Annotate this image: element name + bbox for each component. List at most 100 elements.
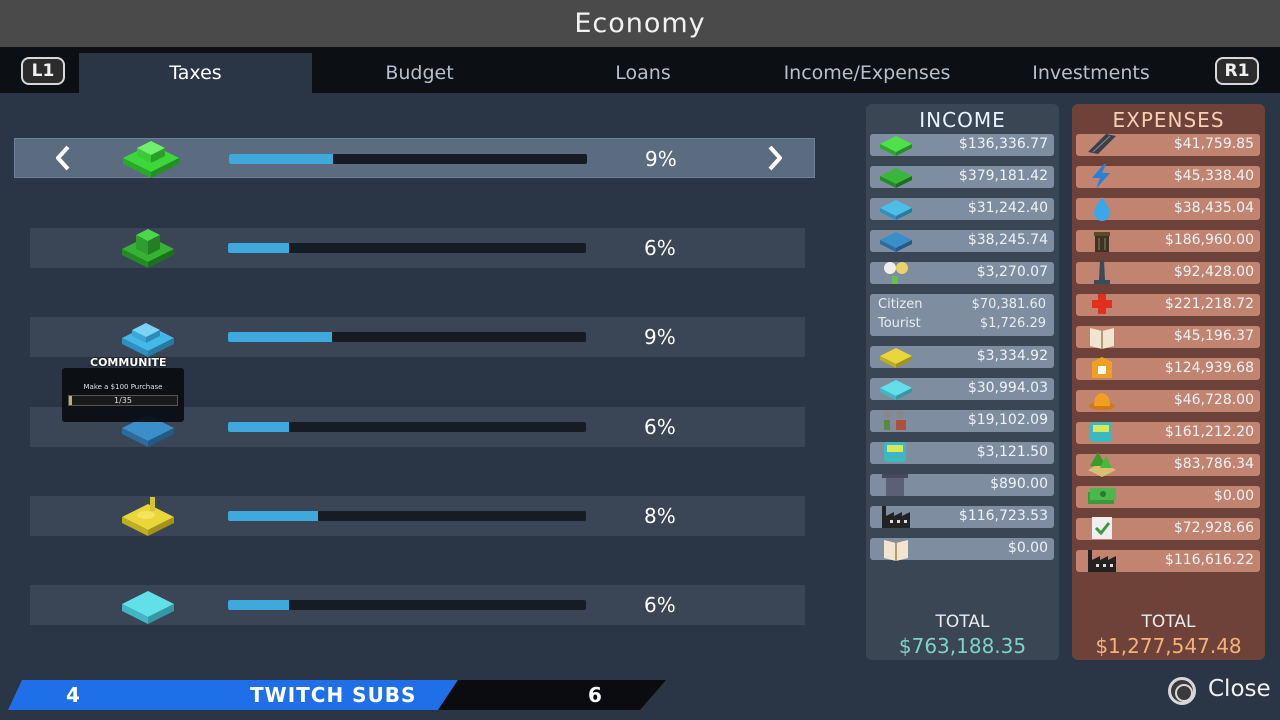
tax-fill [228, 600, 289, 610]
income-line: $116,723.53 [870, 506, 1054, 528]
tab-income-expenses[interactable]: Income/Expenses [783, 62, 951, 84]
tab-loans[interactable]: Loans [615, 62, 671, 84]
arrow-right-icon[interactable] [759, 143, 789, 173]
citizen-amount: $70,381.60 [971, 297, 1046, 312]
expense-line: $46,728.00 [1076, 390, 1260, 412]
expense-line: $124,939.68 [1076, 357, 1260, 380]
tax-fill [229, 154, 333, 164]
income-line: $3,270.07 [870, 262, 1054, 284]
income-title: INCOME [919, 108, 1006, 132]
tax-row-industrial[interactable]: 8% [30, 496, 805, 536]
income-line: $3,334.92 [870, 346, 1054, 368]
residential-high-icon [880, 168, 912, 188]
tax-row-low-residential[interactable]: 9% [14, 138, 815, 178]
water-icon [1094, 197, 1110, 221]
close-label: Close [1208, 676, 1271, 702]
police-icon [1092, 357, 1112, 378]
expense-line: $221,218.72 [1076, 294, 1260, 316]
close-button[interactable]: Close [1166, 674, 1276, 706]
circle-button-icon [1168, 677, 1196, 705]
tax-percent: 9% [645, 147, 677, 171]
subs-right-count: 6 [588, 683, 602, 707]
health-icon [1092, 294, 1112, 314]
tab-taxes[interactable]: Taxes [79, 53, 312, 93]
expense-line: $92,428.00 [1076, 260, 1260, 284]
expense-line: $38,435.04 [1076, 197, 1260, 221]
tax-slider-low-commercial[interactable] [228, 332, 586, 342]
tax-fill [228, 332, 332, 342]
income-line: $31,242.40 [870, 198, 1054, 220]
expense-line: $41,759.85 [1076, 134, 1260, 156]
residential-low-icon [123, 141, 179, 178]
overlay-progress-fill [69, 396, 72, 405]
income-total-value: $763,188.35 [898, 634, 1027, 658]
title-bar: Economy [0, 0, 1280, 47]
tax-row-high-residential[interactable]: 6% [30, 228, 805, 268]
tax-percent: 8% [644, 504, 676, 528]
transport-icon [1090, 422, 1112, 442]
tax-fill [228, 422, 289, 432]
income-line: $379,181.42 [870, 166, 1054, 188]
electricity-icon [1092, 164, 1110, 189]
communite-overlay: COMMUNITE Make a $100 Purchase 1/35 [62, 356, 184, 422]
expense-line: $45,338.40 [1076, 164, 1260, 189]
income-line: $0.00 [870, 538, 1054, 561]
tax-percent: 9% [644, 325, 676, 349]
road-icon [1088, 134, 1116, 154]
income-line: $890.00 [870, 474, 1054, 496]
industry-icon [1088, 550, 1116, 572]
office-icon [880, 380, 912, 400]
tax-fill [228, 511, 318, 521]
garbage-icon [1094, 232, 1110, 252]
income-line: $3,121.50 [870, 442, 1054, 464]
page-title: Economy [574, 8, 706, 39]
industrial-icon [880, 348, 912, 368]
tax-percent: 6% [644, 593, 676, 617]
tax-row-low-commercial[interactable]: 9% [30, 317, 805, 357]
tax-slider-high-commercial[interactable] [228, 422, 586, 432]
tab-investments[interactable]: Investments [1032, 62, 1150, 84]
money-icon [1088, 488, 1116, 504]
tax-row-office[interactable]: 6% [30, 585, 805, 625]
communite-logo: COMMUNITE [90, 356, 167, 369]
citizen-label: Citizen [878, 297, 923, 312]
book-icon [884, 540, 908, 561]
commercial-low-icon [880, 200, 912, 220]
expenses-total-label: TOTAL [1141, 612, 1196, 632]
expenses-panel: EXPENSES $41,759.85 $45,338.40 $38,435.0… [1072, 104, 1265, 660]
tourist-label: Tourist [878, 316, 921, 331]
expense-line: $116,616.22 [1076, 550, 1260, 572]
tax-slider-high-residential[interactable] [228, 243, 586, 253]
expenses-total-value: $1,277,547.48 [1095, 634, 1242, 658]
income-tourism-split: Citizen $70,381.60 Tourist $1,726.29 [870, 294, 1054, 336]
subs-bar-background [8, 680, 666, 710]
policy-icon [1092, 517, 1112, 539]
l1-button[interactable]: L1 [21, 57, 65, 85]
farming-icon [884, 410, 906, 430]
office-icon [122, 591, 174, 624]
r1-button[interactable]: R1 [1215, 57, 1259, 85]
tourist-amount: $1,726.29 [979, 316, 1046, 331]
fire-icon [1089, 393, 1115, 410]
income-line: $30,994.03 [870, 378, 1054, 400]
train-icon [882, 474, 908, 496]
arrow-left-icon[interactable] [49, 143, 79, 173]
expense-line: $72,928.66 [1076, 517, 1260, 540]
tax-slider-office[interactable] [228, 600, 586, 610]
factory-icon [882, 506, 910, 528]
bus-icon [884, 442, 906, 462]
tab-budget[interactable]: Budget [385, 62, 454, 84]
tax-fill [228, 243, 289, 253]
tax-slider-industrial[interactable] [228, 511, 586, 521]
tax-percent: 6% [644, 236, 676, 260]
expenses-title: EXPENSES [1112, 108, 1225, 132]
income-line: $19,102.09 [870, 410, 1054, 432]
expense-line: $186,960.00 [1076, 230, 1260, 252]
expense-line: $45,196.37 [1076, 326, 1260, 349]
residential-high-icon [122, 229, 174, 268]
income-line: $38,245.74 [870, 230, 1054, 252]
income-line: $136,336.77 [870, 134, 1054, 156]
expense-line: $161,212.20 [1076, 422, 1260, 444]
tax-slider-low-residential[interactable] [229, 154, 587, 164]
commercial-low-icon [122, 323, 174, 357]
